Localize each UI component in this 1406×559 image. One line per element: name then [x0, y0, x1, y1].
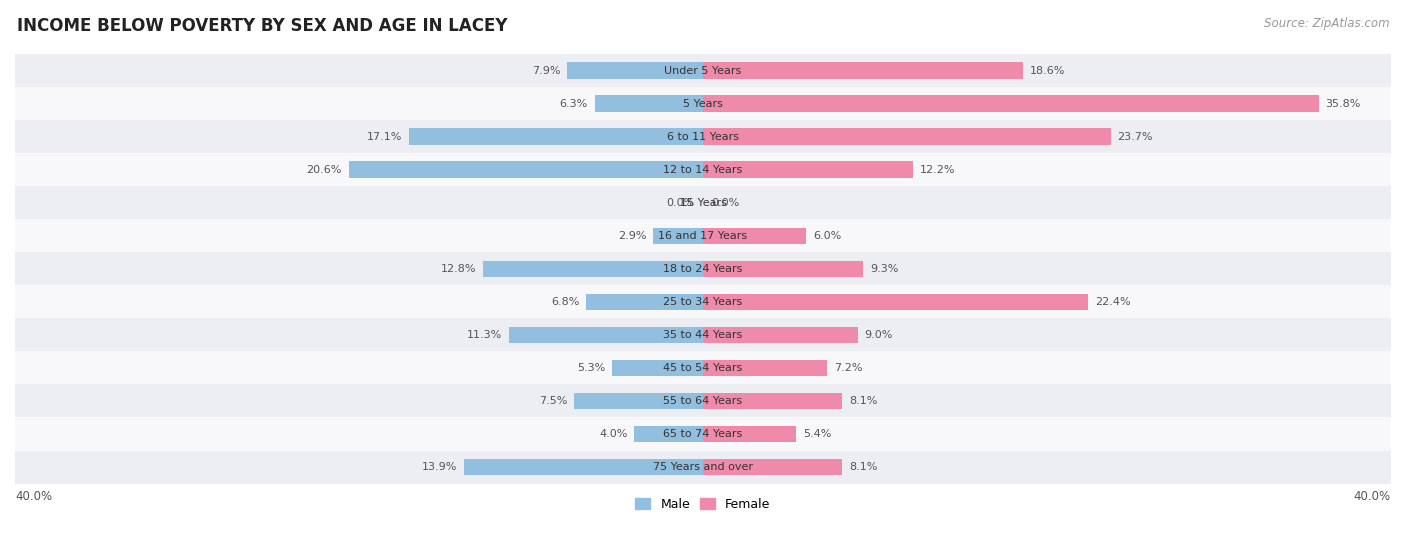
Bar	[349, 162, 703, 178]
Text: 8.1%: 8.1%	[849, 396, 877, 406]
Text: 12 to 14 Years: 12 to 14 Years	[664, 165, 742, 175]
Text: 2.9%: 2.9%	[617, 231, 647, 241]
Text: 12.2%: 12.2%	[920, 165, 955, 175]
Bar	[634, 426, 703, 442]
Text: 45 to 54 Years: 45 to 54 Years	[664, 363, 742, 373]
Bar	[15, 285, 1391, 319]
Bar	[15, 219, 1391, 252]
Text: 12.8%: 12.8%	[440, 264, 477, 274]
Bar	[482, 260, 703, 277]
Text: 40.0%: 40.0%	[15, 490, 52, 504]
Text: 65 to 74 Years: 65 to 74 Years	[664, 429, 742, 439]
Bar	[464, 459, 703, 475]
Bar	[15, 87, 1391, 120]
Bar	[703, 393, 842, 409]
Text: 5 Years: 5 Years	[683, 99, 723, 108]
Text: 20.6%: 20.6%	[307, 165, 342, 175]
Bar	[703, 260, 863, 277]
Bar	[509, 326, 703, 343]
Text: 18.6%: 18.6%	[1029, 65, 1066, 75]
Bar	[15, 385, 1391, 418]
Legend: Male, Female: Male, Female	[630, 493, 776, 516]
Bar	[15, 418, 1391, 451]
Text: 5.4%: 5.4%	[803, 429, 831, 439]
Bar	[703, 162, 912, 178]
Text: Under 5 Years: Under 5 Years	[665, 65, 741, 75]
Text: 8.1%: 8.1%	[849, 462, 877, 472]
Text: 5.3%: 5.3%	[576, 363, 605, 373]
Text: 18 to 24 Years: 18 to 24 Years	[664, 264, 742, 274]
Bar	[586, 293, 703, 310]
Text: 6.3%: 6.3%	[560, 99, 588, 108]
Bar	[15, 186, 1391, 219]
Bar	[703, 426, 796, 442]
Bar	[15, 153, 1391, 186]
Text: 15 Years: 15 Years	[679, 198, 727, 208]
Bar	[703, 63, 1024, 79]
Bar	[703, 293, 1088, 310]
Bar	[15, 352, 1391, 385]
Bar	[574, 393, 703, 409]
Bar	[703, 326, 858, 343]
Bar	[654, 228, 703, 244]
Bar	[15, 54, 1391, 87]
Text: 35.8%: 35.8%	[1326, 99, 1361, 108]
Text: 40.0%: 40.0%	[1354, 490, 1391, 504]
Text: 6 to 11 Years: 6 to 11 Years	[666, 132, 740, 142]
Bar	[595, 96, 703, 112]
Bar	[703, 96, 1319, 112]
Text: 17.1%: 17.1%	[367, 132, 402, 142]
Text: 6.0%: 6.0%	[813, 231, 841, 241]
Text: 6.8%: 6.8%	[551, 297, 579, 307]
Text: 23.7%: 23.7%	[1118, 132, 1153, 142]
Bar	[15, 252, 1391, 285]
Text: 7.5%: 7.5%	[538, 396, 567, 406]
Bar	[15, 120, 1391, 153]
Bar	[612, 359, 703, 376]
Text: 4.0%: 4.0%	[599, 429, 627, 439]
Text: 0.0%: 0.0%	[666, 198, 695, 208]
Text: Source: ZipAtlas.com: Source: ZipAtlas.com	[1264, 17, 1389, 30]
Bar	[703, 129, 1111, 145]
Text: 55 to 64 Years: 55 to 64 Years	[664, 396, 742, 406]
Text: INCOME BELOW POVERTY BY SEX AND AGE IN LACEY: INCOME BELOW POVERTY BY SEX AND AGE IN L…	[17, 17, 508, 35]
Text: 22.4%: 22.4%	[1095, 297, 1130, 307]
Bar	[703, 359, 827, 376]
Text: 7.2%: 7.2%	[834, 363, 862, 373]
Text: 35 to 44 Years: 35 to 44 Years	[664, 330, 742, 340]
Bar	[703, 459, 842, 475]
Bar	[15, 451, 1391, 484]
Bar	[567, 63, 703, 79]
Text: 7.9%: 7.9%	[531, 65, 560, 75]
Bar	[409, 129, 703, 145]
Text: 13.9%: 13.9%	[422, 462, 457, 472]
Text: 9.3%: 9.3%	[870, 264, 898, 274]
Text: 11.3%: 11.3%	[467, 330, 502, 340]
Text: 9.0%: 9.0%	[865, 330, 893, 340]
Text: 16 and 17 Years: 16 and 17 Years	[658, 231, 748, 241]
Bar	[15, 319, 1391, 352]
Text: 75 Years and over: 75 Years and over	[652, 462, 754, 472]
Bar	[703, 228, 806, 244]
Text: 0.0%: 0.0%	[711, 198, 740, 208]
Text: 25 to 34 Years: 25 to 34 Years	[664, 297, 742, 307]
